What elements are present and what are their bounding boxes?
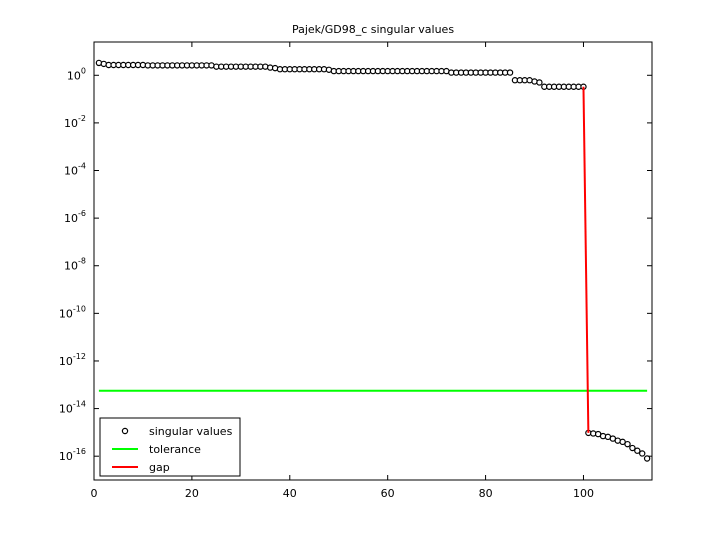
marker (624, 440, 631, 448)
marker (629, 444, 636, 452)
x-tick-label: 60 (381, 487, 395, 500)
x-tick-label: 40 (283, 487, 297, 500)
y-tick-label: 10-8 (64, 257, 86, 273)
y-tick-label: 10-14 (59, 400, 86, 416)
legend-label: tolerance (149, 443, 201, 456)
x-tick-label: 80 (479, 487, 493, 500)
marker (634, 447, 641, 454)
y-tick-label: 10-2 (64, 114, 86, 130)
legend-label: gap (149, 461, 170, 474)
x-tick-label: 0 (91, 487, 98, 500)
chart-title: Pajek/GD98_c singular values (292, 23, 454, 36)
marker (619, 438, 626, 446)
marker (643, 455, 651, 462)
marker (536, 79, 543, 86)
marker (639, 450, 646, 457)
y-tick-label: 10-16 (59, 447, 86, 463)
x-tick-label: 20 (185, 487, 199, 500)
y-tick-label: 10-6 (64, 209, 86, 225)
y-tick-label: 100 (67, 66, 86, 82)
y-tick-label: 10-10 (59, 304, 86, 320)
legend-label: singular values (149, 425, 233, 438)
line (582, 86, 590, 433)
marker (506, 69, 514, 76)
y-tick-label: 10-4 (64, 162, 86, 178)
y-tick-label: 10-12 (59, 352, 86, 368)
plot-area (93, 41, 653, 481)
x-tick-label: 100 (573, 487, 594, 500)
legend-marker (121, 427, 129, 435)
